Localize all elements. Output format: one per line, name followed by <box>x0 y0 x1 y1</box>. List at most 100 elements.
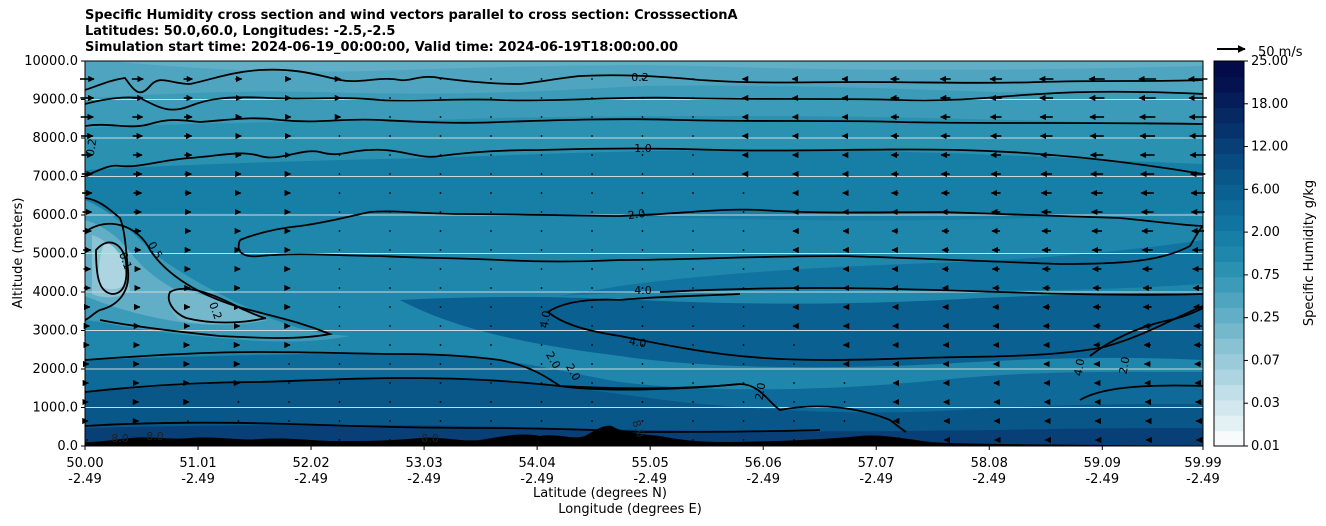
colorbar-swatch <box>1214 199 1244 216</box>
wind-vector <box>692 325 694 327</box>
wind-vector <box>591 382 593 384</box>
wind-vector <box>389 173 391 175</box>
x-tick-label-lat: 59.99 <box>1184 456 1221 471</box>
wind-vector <box>540 116 543 118</box>
wind-vector <box>641 97 644 99</box>
wind-vector <box>439 382 442 384</box>
x-axis: 50.00-2.4951.01-2.4952.02-2.4953.03-2.49… <box>66 446 1222 487</box>
contour-label: 2.0 <box>753 382 769 401</box>
wind-vector <box>540 344 543 346</box>
contour-label: 0.2 <box>631 71 649 84</box>
colorbar-swatch <box>1214 91 1244 108</box>
wind-vector <box>490 382 492 384</box>
wind-vector <box>338 211 341 213</box>
x-tick-label-lon: -2.49 <box>972 472 1006 487</box>
wind-vector <box>641 211 644 213</box>
wind-vector <box>540 211 543 213</box>
y-tick-label: 5000.0 <box>33 247 79 262</box>
wind-vector <box>641 78 644 80</box>
wind-vector <box>540 401 543 403</box>
wind-vector <box>490 211 492 213</box>
wind-vector <box>540 173 543 175</box>
wind-vector <box>490 116 492 118</box>
colorbar-swatch <box>1214 322 1244 339</box>
contour-label: 0.2 <box>206 300 224 321</box>
wind-vector <box>389 192 391 194</box>
y-tick-label: 9000.0 <box>33 93 79 108</box>
wind-vector <box>389 97 391 99</box>
wind-vector <box>439 173 442 175</box>
wind-vector <box>540 268 543 270</box>
colorbar-label: Specific Humidity g/kg <box>1302 180 1317 326</box>
wind-vector <box>742 211 745 213</box>
wind-vector <box>641 173 644 175</box>
colorbar-tick-label: 0.75 <box>1251 268 1280 283</box>
contour-line-8.0b <box>85 421 821 433</box>
wind-vector <box>540 135 543 137</box>
wind-vector <box>338 154 341 156</box>
wind-vector <box>490 344 492 346</box>
wind-vector <box>86 439 88 441</box>
colorbar-swatch <box>1214 230 1244 247</box>
wind-vector <box>288 439 290 441</box>
wind-vector <box>692 306 694 308</box>
wind-vector <box>641 382 644 384</box>
contour-label: 8.0 <box>111 432 129 445</box>
wind-vector <box>187 439 189 441</box>
wind-vector <box>591 211 593 213</box>
wind-vector <box>742 344 745 346</box>
colorbar-swatch <box>1214 76 1244 93</box>
x-tick-label-lon: -2.49 <box>407 472 441 487</box>
wind-vector <box>742 287 745 289</box>
wind-vector <box>591 230 593 232</box>
wind-vector <box>641 401 644 403</box>
colorbar-swatch <box>1214 61 1244 77</box>
wind-vector <box>591 154 593 156</box>
wind-vector <box>692 97 694 99</box>
wind-vector <box>389 78 391 80</box>
wind-vector <box>843 401 846 403</box>
contour-line-4.0d <box>1079 384 1203 401</box>
contour-line-0.2 <box>85 68 1203 94</box>
wind-vector <box>389 135 391 137</box>
wind-vector <box>439 325 442 327</box>
wind-vector <box>439 154 442 156</box>
contour-label: 8.0 <box>629 418 647 439</box>
wind-vector <box>490 401 492 403</box>
wind-vector <box>338 420 341 422</box>
wind-vector <box>439 287 442 289</box>
wind-vector <box>338 192 341 194</box>
y-tick-label: 0.0 <box>57 439 78 454</box>
x-tick-label-lon: -2.49 <box>181 472 215 487</box>
wind-vector <box>338 382 341 384</box>
wind-vector <box>439 97 442 99</box>
wind-vector <box>692 154 694 156</box>
wind-vector <box>439 211 442 213</box>
wind-vector <box>490 420 492 422</box>
colorbar-tick-label: 25.00 <box>1251 54 1288 69</box>
humidity-contour-lines <box>85 68 1203 433</box>
wind-vector <box>641 116 644 118</box>
wind-vector <box>641 287 644 289</box>
colorbar-tick-label: 0.25 <box>1251 311 1280 326</box>
colorbar-swatch <box>1214 168 1244 185</box>
wind-vector <box>692 420 694 422</box>
wind-vector <box>641 344 644 346</box>
wind-vector <box>490 135 492 137</box>
wind-vector <box>843 420 846 422</box>
wind-vector <box>338 268 341 270</box>
wind-vector <box>439 439 442 441</box>
wind-vector <box>692 382 694 384</box>
x-tick-label-lat: 52.02 <box>292 456 329 471</box>
wind-vector <box>439 401 442 403</box>
wind-vector <box>742 230 745 232</box>
wind-vector <box>692 192 694 194</box>
x-tick-label-lat: 51.01 <box>179 456 216 471</box>
wind-vector <box>641 420 644 422</box>
x-tick-label-lat: 57.07 <box>858 456 895 471</box>
wind-vector <box>439 363 442 365</box>
wind-vector <box>641 306 644 308</box>
wind-vector <box>540 287 543 289</box>
x-tick-label-lat: 58.08 <box>971 456 1008 471</box>
